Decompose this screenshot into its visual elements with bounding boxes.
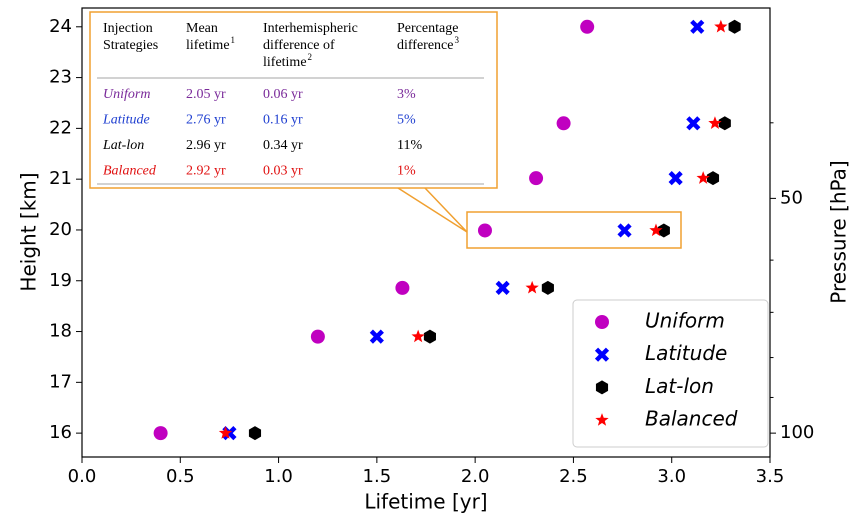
- table-header: lifetime: [263, 55, 307, 70]
- table-cell: 5%: [397, 113, 416, 128]
- inset-box: [89, 11, 498, 189]
- table-cell: 3%: [397, 87, 416, 102]
- table-cell: Lat-lon: [102, 138, 144, 153]
- point: [423, 329, 436, 344]
- point: [728, 19, 741, 34]
- y2-axis-label: Pressure [hPa]: [827, 160, 851, 303]
- legend-marker: [595, 413, 609, 426]
- legend-label: Latitude: [645, 341, 727, 365]
- legend-label: Balanced: [645, 407, 738, 431]
- table-header: Interhemispheric: [263, 21, 358, 36]
- series: [218, 19, 728, 439]
- x-tick-label: 1.0: [264, 466, 293, 487]
- point: [696, 171, 710, 184]
- point: [690, 19, 705, 34]
- y-tick-label: 17: [49, 371, 72, 392]
- y-tick-label: 19: [49, 270, 72, 291]
- x-tick-label: 1.5: [363, 466, 392, 487]
- table-cell: Balanced: [103, 164, 157, 179]
- table-header-sup: 2: [308, 52, 313, 62]
- table-header: Percentage: [397, 21, 458, 36]
- point: [714, 19, 728, 33]
- point: [580, 19, 595, 34]
- point: [495, 280, 510, 295]
- y-tick-label: 16: [49, 422, 72, 443]
- table-cell: 0.03 yr: [263, 164, 303, 179]
- table-cell: 2.96 yr: [186, 138, 226, 153]
- y-tick-label: 21: [49, 168, 72, 189]
- x-tick-label: 2.0: [461, 466, 490, 487]
- table-header: lifetime: [186, 38, 230, 53]
- table-cell: 2.92 yr: [186, 164, 226, 179]
- table-cell: 0.06 yr: [263, 87, 303, 102]
- point: [706, 171, 720, 186]
- table-header: difference: [397, 38, 453, 53]
- y2-tick-label: 50: [780, 187, 803, 208]
- table-header: Injection: [103, 21, 153, 36]
- point: [529, 171, 544, 186]
- highlight-box: [466, 211, 682, 249]
- point: [617, 223, 632, 238]
- legend-label: Lat-lon: [645, 374, 714, 398]
- x-tick-label: 2.5: [559, 466, 588, 487]
- table-header: Strategies: [103, 38, 158, 53]
- point: [369, 329, 384, 344]
- table-cell: 2.76 yr: [186, 113, 226, 128]
- point: [411, 329, 425, 343]
- legend-marker: [594, 347, 610, 362]
- x-axis-label: Lifetime [yr]: [364, 490, 487, 514]
- y-tick-label: 23: [49, 67, 72, 88]
- table-cell: 0.34 yr: [263, 138, 303, 153]
- legend-box: [572, 299, 769, 448]
- point: [718, 116, 731, 131]
- plot-frame: [81, 7, 771, 458]
- point: [686, 116, 701, 131]
- x-tick-label: 3.5: [756, 466, 785, 487]
- x-tick-label: 3.0: [657, 466, 686, 487]
- table-cell: 0.16 yr: [263, 113, 303, 128]
- y-tick-label: 24: [49, 16, 72, 37]
- table-header-sup: 3: [454, 35, 459, 45]
- table-cell: Latitude: [102, 113, 150, 128]
- callout: [397, 187, 468, 233]
- point: [248, 426, 262, 441]
- table-header: Mean: [186, 21, 218, 36]
- x-tick-label: 0.5: [166, 466, 195, 487]
- table-header: difference of: [263, 38, 335, 53]
- x-tick-label: 0.0: [68, 466, 97, 487]
- y-tick-label: 20: [49, 219, 72, 240]
- point: [541, 280, 554, 295]
- table-header-sup: 1: [231, 35, 236, 45]
- point: [310, 329, 325, 344]
- point: [556, 116, 571, 131]
- series: [248, 19, 741, 441]
- y-tick-label: 22: [49, 117, 72, 138]
- table-cell: 11%: [397, 138, 422, 153]
- point: [649, 223, 663, 237]
- point: [708, 116, 722, 129]
- y-tick-label: 18: [49, 321, 72, 342]
- y-axis-label: Height [km]: [17, 172, 41, 291]
- legend-marker: [595, 315, 609, 329]
- legend-label: Uniform: [645, 309, 725, 333]
- point: [668, 171, 683, 186]
- point: [153, 426, 168, 441]
- point: [525, 280, 539, 294]
- table-cell: Uniform: [103, 87, 150, 102]
- y2-tick-label: 100: [780, 422, 814, 443]
- series: [222, 19, 705, 441]
- point: [477, 223, 492, 238]
- series: [153, 19, 595, 441]
- point: [657, 223, 670, 238]
- table-cell: 1%: [397, 164, 416, 179]
- point: [218, 426, 233, 439]
- table-cell: 2.05 yr: [186, 87, 226, 102]
- legend-marker: [595, 380, 609, 395]
- point: [395, 280, 410, 295]
